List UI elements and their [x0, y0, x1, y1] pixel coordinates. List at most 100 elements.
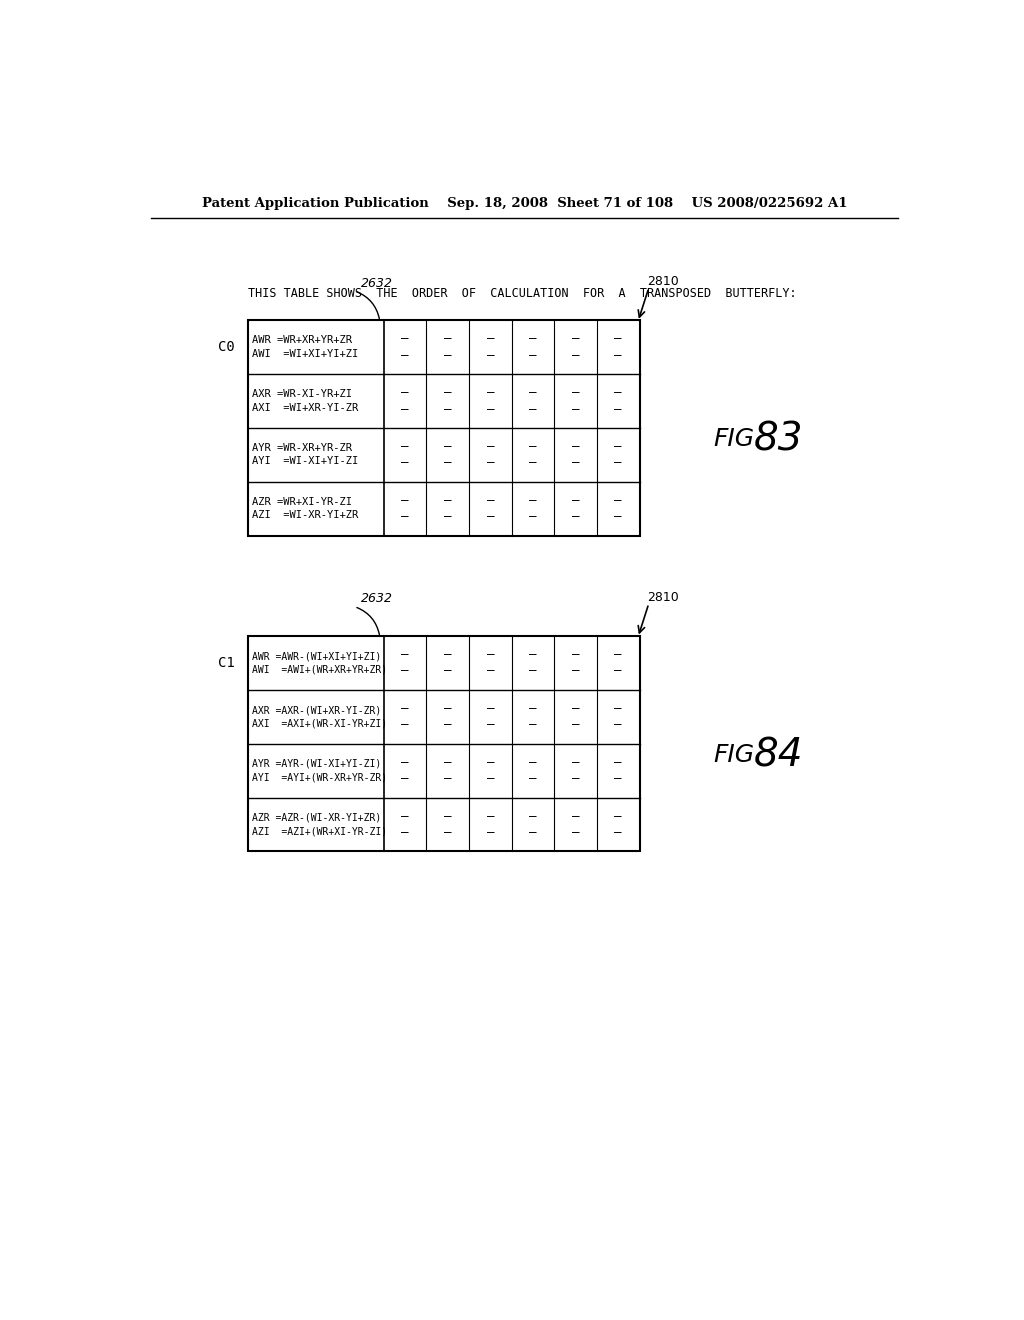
Text: AZR =AZR-(WI-XR-YI+ZR)
AZI  =AZI+(WR+XI-YR-ZI): AZR =AZR-(WI-XR-YI+ZR) AZI =AZI+(WR+XI-Y… — [252, 813, 387, 836]
Text: —: — — [529, 441, 537, 453]
Text: —: — — [614, 441, 622, 453]
Text: —: — — [444, 348, 452, 362]
Text: —: — — [401, 387, 409, 400]
Text: —: — — [401, 441, 409, 453]
Text: C0: C0 — [218, 341, 234, 354]
Text: C1: C1 — [218, 656, 234, 669]
Text: —: — — [401, 494, 409, 507]
Text: FIG.: FIG. — [713, 428, 762, 451]
Text: —: — — [571, 826, 580, 840]
Text: 2810: 2810 — [647, 591, 679, 603]
Text: —: — — [444, 826, 452, 840]
Text: —: — — [571, 333, 580, 346]
Text: —: — — [401, 648, 409, 661]
Text: —: — — [486, 826, 494, 840]
Text: —: — — [614, 457, 622, 470]
Text: —: — — [571, 810, 580, 822]
Text: —: — — [444, 772, 452, 785]
Text: —: — — [401, 702, 409, 715]
Text: AYR =WR-XR+YR-ZR
AYI  =WI-XI+YI-ZI: AYR =WR-XR+YR-ZR AYI =WI-XI+YI-ZI — [252, 444, 358, 466]
Text: —: — — [529, 772, 537, 785]
Text: —: — — [529, 756, 537, 770]
Text: —: — — [614, 403, 622, 416]
Text: —: — — [529, 494, 537, 507]
Text: —: — — [571, 511, 580, 523]
Text: —: — — [529, 826, 537, 840]
Text: —: — — [571, 441, 580, 453]
Text: —: — — [486, 333, 494, 346]
Bar — [248, 321, 640, 536]
Text: —: — — [444, 387, 452, 400]
Text: —: — — [486, 664, 494, 677]
Text: AWR =AWR-(WI+XI+YI+ZI)
AWI  =AWI+(WR+XR+YR+ZR): AWR =AWR-(WI+XI+YI+ZI) AWI =AWI+(WR+XR+Y… — [252, 651, 387, 675]
Text: AXR =AXR-(WI+XR-YI-ZR)
AXI  =AXI+(WR-XI-YR+ZI): AXR =AXR-(WI+XR-YI-ZR) AXI =AXI+(WR-XI-Y… — [252, 705, 387, 729]
Text: —: — — [401, 457, 409, 470]
Text: —: — — [529, 702, 537, 715]
Text: 2810: 2810 — [647, 275, 679, 288]
Text: —: — — [444, 756, 452, 770]
Text: —: — — [486, 348, 494, 362]
Text: —: — — [444, 441, 452, 453]
Text: —: — — [444, 664, 452, 677]
Text: —: — — [444, 494, 452, 507]
Text: —: — — [401, 756, 409, 770]
Text: —: — — [571, 756, 580, 770]
Text: —: — — [571, 348, 580, 362]
Text: —: — — [571, 494, 580, 507]
Text: —: — — [486, 702, 494, 715]
Text: —: — — [444, 810, 452, 822]
Text: —: — — [401, 718, 409, 731]
Text: —: — — [529, 810, 537, 822]
Bar — [248, 636, 640, 851]
Text: —: — — [444, 511, 452, 523]
Text: 84: 84 — [754, 737, 803, 774]
Text: —: — — [401, 810, 409, 822]
Text: Patent Application Publication    Sep. 18, 2008  Sheet 71 of 108    US 2008/0225: Patent Application Publication Sep. 18, … — [202, 197, 848, 210]
Text: —: — — [614, 511, 622, 523]
Text: —: — — [486, 772, 494, 785]
Text: —: — — [444, 718, 452, 731]
Text: —: — — [614, 348, 622, 362]
Text: —: — — [571, 772, 580, 785]
Text: —: — — [571, 457, 580, 470]
Text: —: — — [529, 348, 537, 362]
Text: —: — — [401, 772, 409, 785]
Text: —: — — [486, 511, 494, 523]
Text: —: — — [614, 664, 622, 677]
Text: —: — — [529, 718, 537, 731]
Text: FIG.: FIG. — [713, 743, 762, 767]
Text: —: — — [529, 403, 537, 416]
Text: —: — — [486, 810, 494, 822]
Text: AXR =WR-XI-YR+ZI
AXI  =WI+XR-YI-ZR: AXR =WR-XI-YR+ZI AXI =WI+XR-YI-ZR — [252, 389, 358, 413]
Text: —: — — [401, 826, 409, 840]
Text: —: — — [486, 441, 494, 453]
Text: —: — — [529, 333, 537, 346]
Text: —: — — [614, 810, 622, 822]
Text: —: — — [614, 772, 622, 785]
Text: —: — — [571, 403, 580, 416]
Text: —: — — [614, 648, 622, 661]
Text: AZR =WR+XI-YR-ZI
AZI  =WI-XR-YI+ZR: AZR =WR+XI-YR-ZI AZI =WI-XR-YI+ZR — [252, 498, 358, 520]
Text: —: — — [571, 664, 580, 677]
Text: —: — — [571, 387, 580, 400]
Text: —: — — [614, 702, 622, 715]
Text: —: — — [486, 457, 494, 470]
Text: —: — — [401, 664, 409, 677]
Text: —: — — [614, 718, 622, 731]
Text: 2632: 2632 — [360, 593, 392, 606]
Text: —: — — [401, 403, 409, 416]
Text: —: — — [401, 511, 409, 523]
Text: —: — — [486, 494, 494, 507]
Text: —: — — [614, 826, 622, 840]
Text: —: — — [614, 756, 622, 770]
Text: —: — — [444, 648, 452, 661]
Text: —: — — [444, 457, 452, 470]
Text: —: — — [614, 387, 622, 400]
Text: —: — — [444, 333, 452, 346]
Text: —: — — [486, 756, 494, 770]
Text: —: — — [571, 648, 580, 661]
Text: —: — — [614, 333, 622, 346]
Text: —: — — [444, 403, 452, 416]
Text: —: — — [486, 403, 494, 416]
Text: —: — — [529, 511, 537, 523]
